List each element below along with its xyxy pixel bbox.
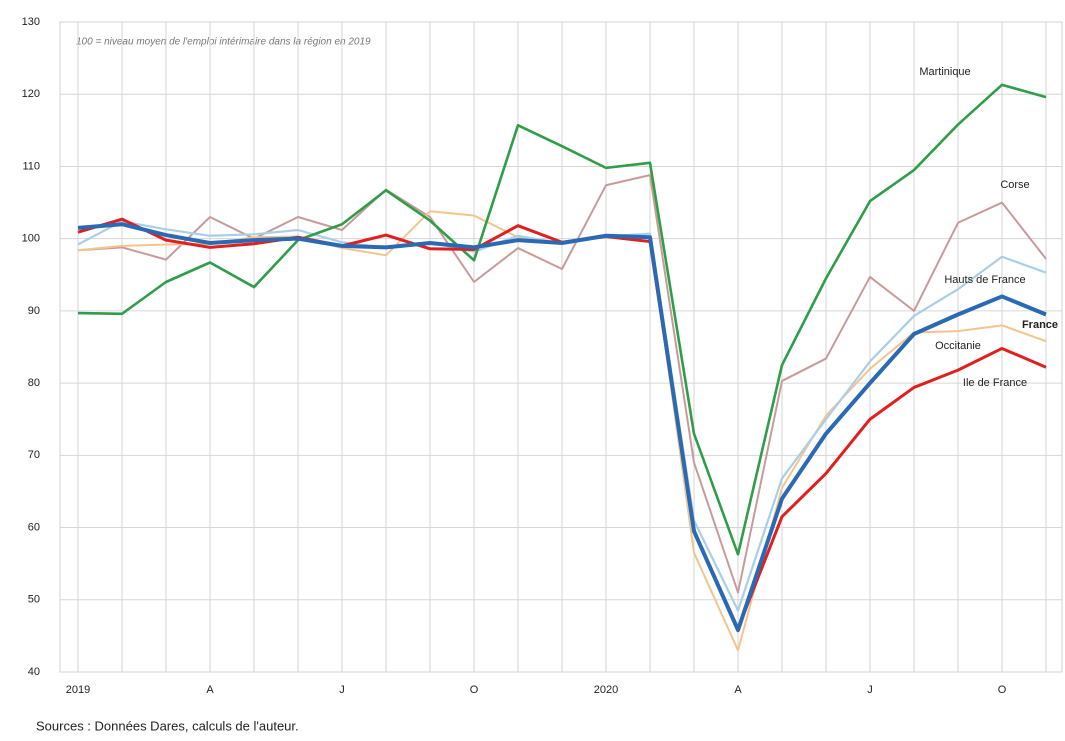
y-tick-label: 70 — [28, 449, 40, 461]
y-tick-label: 110 — [22, 160, 40, 172]
y-tick-label: 100 — [22, 233, 40, 245]
series-label: France — [1022, 319, 1058, 331]
series-label: Martinique — [919, 66, 970, 78]
x-tick-label: 2020 — [594, 684, 618, 696]
series-line — [77, 83, 1047, 556]
y-tick-label: 120 — [22, 88, 40, 100]
x-tick-label: O — [998, 684, 1007, 696]
x-tick-label: J — [339, 684, 345, 696]
series-label: Corse — [1000, 179, 1029, 191]
x-tick-label: 2019 — [66, 684, 90, 696]
x-tick-label: A — [734, 684, 742, 696]
y-tick-label: 80 — [28, 377, 40, 389]
chart-subtitle: 100 = niveau moyen de l'emploi intérimai… — [76, 37, 371, 48]
series-line — [77, 222, 1047, 633]
series-label: Ile de France — [963, 377, 1027, 389]
y-tick-label: 90 — [28, 305, 40, 317]
x-tick-label: O — [470, 684, 479, 696]
x-tick-label: A — [206, 684, 214, 696]
y-tick-label: 60 — [28, 521, 40, 533]
y-tick-label: 130 — [22, 16, 40, 28]
x-tick-label: J — [867, 684, 873, 696]
y-tick-label: 40 — [28, 666, 40, 678]
series-label: Occitanie — [935, 340, 981, 352]
y-tick-label: 50 — [28, 594, 40, 606]
source-note: Sources : Données Dares, calculs de l'au… — [36, 718, 299, 733]
series-label: Hauts de France — [944, 274, 1025, 286]
series-line — [77, 174, 1047, 594]
